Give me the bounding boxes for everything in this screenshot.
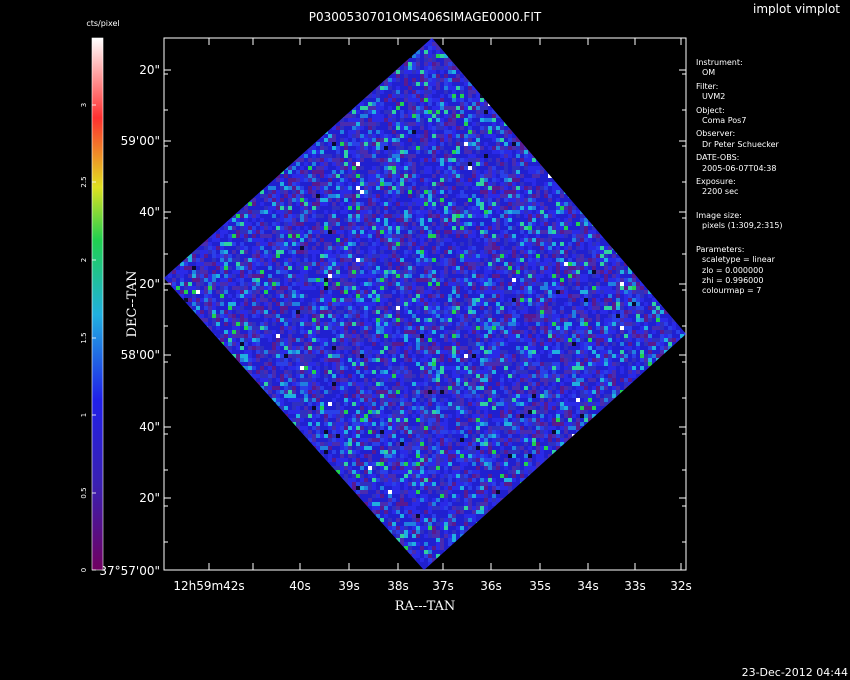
image-size-label: Image size: [696, 210, 742, 220]
exposure-label: Exposure: [696, 177, 736, 187]
y-tick-label: 40" [139, 420, 160, 434]
x-tick-label: 32s [670, 579, 692, 593]
param-scaletype: scaletype = linear [702, 255, 775, 265]
plot-frame [163, 37, 687, 571]
y-tick-label: 40" [139, 205, 160, 219]
x-tick-label: 39s [338, 579, 360, 593]
y-tick-label: 20" [139, 277, 160, 291]
x-tick-label: 35s [529, 579, 551, 593]
y-tick-label: 59'00" [121, 134, 160, 148]
param-colourmap: colourmap = 7 [702, 286, 762, 296]
image-pixels [164, 38, 686, 570]
y-tick-label: 58'00" [121, 348, 160, 362]
y-tick-label: 20" [139, 63, 160, 77]
x-tick-label: 12h59m42s [173, 579, 244, 593]
parameters-label: Parameters: [696, 244, 745, 254]
exposure-value: 2200 sec [702, 187, 739, 197]
colorbar-tick-label: 1.5 [80, 332, 88, 343]
x-tick-label: 38s [387, 579, 409, 593]
instrument-label: Instrument: [696, 58, 743, 67]
object-label: Object: [696, 105, 725, 115]
y-axis-label: DEC--TAN [125, 271, 140, 338]
y-tick-label: 20" [139, 491, 160, 505]
x-tick-label: 37s [432, 579, 454, 593]
timestamp: 23-Dec-2012 04:44 [741, 666, 848, 679]
colorbar [91, 37, 104, 571]
colorbar-tick-label: 0 [80, 568, 88, 572]
axis-ticks [164, 37, 686, 571]
filter-value: UVM2 [702, 92, 726, 102]
x-tick-label: 36s [480, 579, 502, 593]
instrument-value: OM [702, 68, 716, 78]
object-value: Coma Pos7 [702, 116, 747, 126]
colorbar-tick-label: 0.5 [80, 487, 88, 498]
x-tick-label: 34s [577, 579, 599, 593]
param-zlo: zlo = 0.000000 [702, 265, 764, 275]
window-title: implot vimplot [753, 2, 840, 16]
colorbar-tick-label: 2 [80, 258, 88, 262]
observer-label: Observer: [696, 129, 736, 139]
filter-label: Filter: [696, 81, 719, 91]
x-tick-label: 33s [624, 579, 646, 593]
image-size-value: pixels (1:309,2:315) [702, 221, 783, 231]
info-panel: Instrument: OM Filter: UVM2 Object: Coma… [696, 58, 846, 300]
x-tick-label: 40s [289, 579, 311, 593]
colorbar-tick-label: 1 [80, 413, 88, 417]
observer-value: Dr Peter Schuecker [702, 139, 779, 149]
param-zhi: zhi = 0.996000 [702, 275, 764, 285]
colorbar-tick-label: 3 [80, 103, 88, 107]
date-obs-label: DATE-OBS: [696, 153, 740, 163]
colorbar-label: cts/pixel [86, 19, 119, 28]
colorbar-tick-label: 2.5 [80, 176, 88, 187]
x-axis-label: RA---TAN [395, 599, 456, 614]
chart-title: P0300530701OMS406SIMAGE0000.FIT [309, 10, 542, 24]
colorbar-ticks [92, 104, 96, 571]
date-obs-value: 2005-06-07T04:38 [702, 163, 777, 173]
y-tick-label: 37°57'00" [99, 564, 160, 578]
